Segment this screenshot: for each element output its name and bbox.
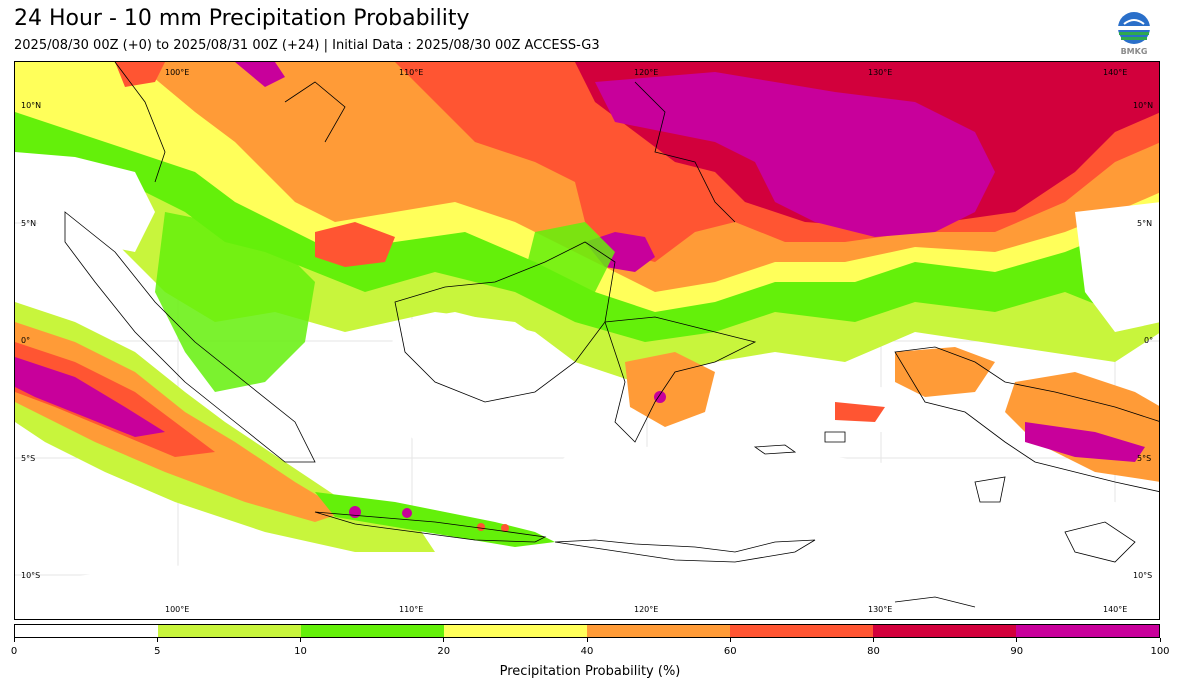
lat-label-right: 10°S: [1133, 571, 1153, 580]
colorbar-segment: [873, 625, 1016, 637]
lon-label-bottom: 120°E: [634, 605, 659, 614]
colorbar-tick-label: 0: [10, 646, 18, 657]
colorbar-tick-label: 20: [437, 646, 451, 657]
colorbar-tick-label: 5: [154, 646, 161, 657]
colorbar-segment: [587, 625, 730, 637]
lon-label-bottom: 130°E: [868, 605, 893, 614]
lat-label-right: 5°S: [1137, 454, 1152, 463]
colorbar-tick-mark: [300, 638, 301, 642]
colorbar-segment: [444, 625, 587, 637]
lat-label-left: 5°N: [21, 219, 37, 228]
precipitation-map: 100°E 110°E 120°E 130°E 140°E 100°E 110°…: [14, 61, 1160, 620]
colorbar-tick-mark: [1016, 638, 1018, 642]
lat-label-left: 10°S: [21, 571, 41, 580]
colorbar-segment: [15, 625, 158, 637]
svg-text:BMKG: BMKG: [1121, 47, 1148, 56]
map-canvas: [15, 62, 1159, 619]
colorbar-tick-mark: [729, 638, 731, 642]
lat-label-right: 5°N: [1137, 219, 1153, 228]
colorbar-tick-mark: [873, 638, 874, 642]
lon-label-top: 140°E: [1103, 68, 1128, 77]
colorbar-tick-label: 10: [294, 646, 307, 657]
lat-label-right: 10°N: [1133, 101, 1154, 110]
colorbar-tick-label: 40: [580, 646, 594, 657]
colorbar-segment: [730, 625, 873, 637]
colorbar: [14, 624, 1160, 638]
colorbar-tick-mark: [156, 638, 158, 642]
lon-label-top: 120°E: [634, 68, 659, 77]
colorbar-tick-mark: [443, 638, 445, 642]
colorbar-tick-label: 100: [1150, 646, 1170, 657]
colorbar-tick-mark: [586, 638, 588, 642]
page-title: 24 Hour - 10 mm Precipitation Probabilit…: [14, 6, 470, 31]
lon-label-bottom: 100°E: [165, 605, 190, 614]
colorbar-segment: [1016, 625, 1159, 637]
colorbar-tick-mark: [13, 638, 15, 642]
lon-label-top: 110°E: [399, 68, 424, 77]
lon-label-bottom: 140°E: [1103, 605, 1128, 614]
colorbar-tick-mark: [1159, 638, 1161, 642]
lat-label-right: 0°: [1144, 336, 1154, 345]
lon-label-top: 130°E: [868, 68, 893, 77]
bmkg-logo: BMKG: [1114, 10, 1154, 56]
lat-label-left: 10°N: [21, 101, 42, 110]
lon-label-bottom: 110°E: [399, 605, 424, 614]
lat-label-left: 0°: [21, 336, 31, 345]
colorbar-tick-label: 60: [723, 646, 737, 657]
colorbar-tick-label: 80: [867, 646, 880, 657]
lon-label-top: 100°E: [165, 68, 190, 77]
colorbar-segment: [158, 625, 301, 637]
colorbar-tick-label: 90: [1010, 646, 1024, 657]
lat-label-left: 5°S: [21, 454, 36, 463]
colorbar-label: Precipitation Probability (%): [499, 664, 681, 679]
colorbar-segment: [301, 625, 444, 637]
page-subtitle: 2025/08/30 00Z (+0) to 2025/08/31 00Z (+…: [14, 38, 600, 53]
